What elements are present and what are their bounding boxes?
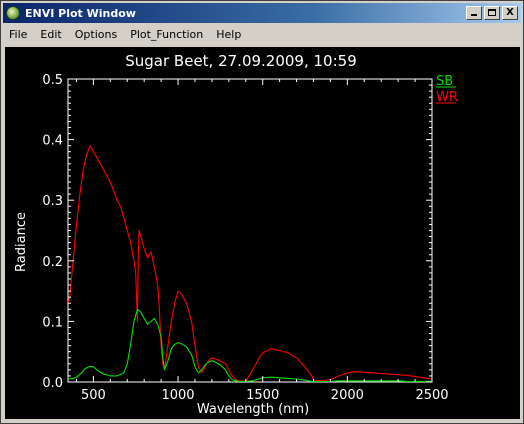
x-tick-label: 2500 (415, 388, 448, 403)
minimize-button[interactable] (466, 6, 482, 20)
spectral-plot[interactable]: 500 1000 1500 2000 2500 0.0 0.1 0.2 0.3 0.4 0.5 Su… (5, 47, 520, 419)
window-controls: X (464, 6, 518, 20)
plot-area[interactable]: 500 1000 1500 2000 2500 0.0 0.1 0.2 0.3 0.4 0.5 Su… (5, 47, 520, 419)
menu-edit[interactable]: Edit (40, 28, 62, 41)
y-tick-label: 0.1 (42, 315, 63, 330)
plot-border (67, 78, 433, 383)
envi-app-icon[interactable] (6, 6, 20, 20)
x-tick-label: 1000 (161, 388, 194, 403)
menu-options[interactable]: Options (74, 28, 118, 41)
chart-title: Sugar Beet, 27.09.2009, 10:59 (125, 52, 357, 70)
axes-layer: 500 1000 1500 2000 2500 0.0 0.1 0.2 0.3 0.4 0.5 (42, 73, 448, 403)
maximize-button[interactable] (484, 6, 500, 20)
y-tick-label: 0.5 (42, 73, 63, 88)
y-axis-label: Radiance (14, 212, 29, 272)
legend-label-sb: SB (436, 74, 453, 89)
y-tick-label: 0.4 (42, 134, 63, 149)
menu-bar: File Edit Options Plot_Function Help (3, 25, 521, 45)
legend-label-wr: WR (436, 90, 458, 105)
series-layer (68, 145, 432, 382)
series-line-sb (68, 308, 432, 382)
x-tick-label: 1500 (246, 388, 279, 403)
y-tick-label: 0.0 (42, 376, 63, 391)
menu-plot-function[interactable]: Plot_Function (130, 28, 204, 41)
y-tick-label: 0.2 (42, 255, 63, 270)
x-axis-label: Wavelength (nm) (197, 402, 309, 417)
window-title: ENVI Plot Window (25, 6, 136, 20)
title-bar[interactable]: ENVI Plot Window X (3, 3, 521, 23)
series-line-wr (68, 145, 432, 382)
y-tick-label: 0.3 (42, 194, 63, 209)
close-button[interactable]: X (502, 6, 518, 20)
x-tick-label: 2000 (331, 388, 364, 403)
x-tick-label: 500 (81, 388, 106, 403)
menu-help[interactable]: Help (216, 28, 242, 41)
plot-frame (67, 78, 433, 383)
menu-file[interactable]: File (9, 28, 28, 41)
